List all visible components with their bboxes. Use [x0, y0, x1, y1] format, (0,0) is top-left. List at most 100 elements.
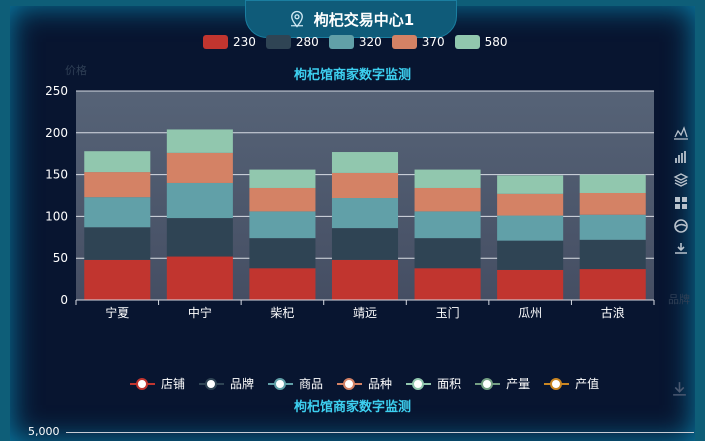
- legend-label: 品种: [368, 377, 393, 391]
- stack-icon[interactable]: [672, 171, 689, 188]
- download-icon[interactable]: [671, 380, 688, 397]
- bar-segment[interactable]: [84, 151, 151, 173]
- x-tick-label: 宁夏: [105, 305, 129, 320]
- legend-item-品种[interactable]: 品种: [337, 375, 392, 392]
- bar-segment[interactable]: [166, 218, 233, 257]
- legend-item-店铺[interactable]: 店铺: [130, 375, 185, 392]
- legend-marker: [199, 377, 225, 391]
- bar-chart-title: 枸杞馆商家数字监测: [293, 68, 411, 83]
- bar-segment[interactable]: [414, 268, 481, 300]
- bar-segment[interactable]: [579, 214, 646, 240]
- bar-segment[interactable]: [166, 182, 233, 219]
- legend-marker: [337, 377, 363, 391]
- y-tick-label: 50: [53, 251, 68, 265]
- restore-icon[interactable]: [672, 217, 689, 234]
- x-tick-label: 古浪: [601, 305, 625, 320]
- legend-swatch: [203, 35, 228, 49]
- legend-item-面积[interactable]: 面积: [406, 375, 461, 392]
- legend-marker: [268, 377, 294, 391]
- bar-segment[interactable]: [84, 197, 151, 228]
- bar-segment[interactable]: [249, 238, 316, 269]
- legend-marker: [544, 377, 570, 391]
- tiled-icon[interactable]: [672, 194, 689, 211]
- legend-swatch: [454, 35, 480, 49]
- legend-label: 580: [484, 35, 508, 49]
- line-chart-icon[interactable]: [672, 125, 689, 142]
- bar-segment[interactable]: [84, 259, 151, 300]
- legend-swatch: [328, 35, 354, 49]
- page-title: 枸杞交易中心1: [313, 10, 415, 29]
- map-pin-icon: [290, 10, 303, 28]
- bar-segment[interactable]: [579, 269, 646, 300]
- legend-label: 产值: [575, 377, 600, 391]
- bar-segment[interactable]: [579, 239, 646, 270]
- bar-segment[interactable]: [497, 269, 564, 300]
- legend-label: 品牌: [230, 377, 255, 391]
- y-tick-label: 0: [60, 293, 68, 307]
- bar-segment[interactable]: [414, 187, 481, 212]
- legend-item-230[interactable]: 230: [203, 35, 256, 49]
- bar-segment[interactable]: [331, 172, 399, 199]
- bar-segment[interactable]: [331, 198, 399, 229]
- x-tick-label: 中宁: [188, 305, 212, 320]
- save-image-icon[interactable]: [672, 240, 689, 257]
- legend-label: 产量: [506, 377, 531, 391]
- y-axis-label: 价格: [65, 64, 87, 77]
- legend-label: 面积: [437, 377, 462, 391]
- legend-item-品牌[interactable]: 品牌: [199, 375, 254, 392]
- legend-item-580[interactable]: 580: [454, 35, 508, 49]
- bar-segment[interactable]: [497, 240, 564, 270]
- legend-item-370[interactable]: 370: [391, 35, 445, 49]
- legend-label: 280: [295, 35, 319, 49]
- x-tick-label: 柴杞: [270, 306, 294, 320]
- bar-segment[interactable]: [331, 228, 399, 260]
- x-tick-label: 瓜州: [518, 306, 542, 320]
- legend-label: 店铺: [161, 377, 186, 391]
- bar-segment[interactable]: [497, 175, 564, 194]
- bar-segment[interactable]: [249, 169, 316, 188]
- chart-toolbox: [672, 125, 689, 257]
- line-chart-y-tick: 5,000: [28, 425, 60, 438]
- line-chart-gridline: [66, 432, 694, 433]
- bar-segment[interactable]: [497, 193, 564, 216]
- legend-marker: [406, 377, 432, 391]
- legend-swatch: [265, 35, 291, 49]
- bar-segment[interactable]: [414, 238, 481, 269]
- bar-segment[interactable]: [579, 192, 646, 215]
- bar-segment[interactable]: [331, 152, 399, 173]
- legend-label: 商品: [299, 377, 324, 391]
- bar-segment[interactable]: [249, 211, 316, 239]
- y-tick-label: 100: [45, 209, 68, 223]
- bar-segment[interactable]: [331, 259, 399, 300]
- bar-segment[interactable]: [84, 227, 151, 260]
- line-legend: 店铺 品牌 商品 品种 面积 产量 产值: [130, 375, 599, 392]
- legend-swatch: [391, 35, 417, 49]
- y-tick-label: 200: [45, 126, 68, 140]
- legend-label: 370: [421, 35, 445, 49]
- bar-segment[interactable]: [579, 174, 646, 193]
- bar-segment[interactable]: [249, 187, 316, 212]
- line-chart-title: 枸杞馆商家数字监测: [293, 400, 411, 415]
- legend-item-产量[interactable]: 产量: [475, 375, 530, 392]
- legend-item-产值[interactable]: 产值: [544, 375, 599, 392]
- x-tick-label: 靖远: [353, 306, 377, 320]
- legend-label: 230: [233, 35, 256, 49]
- legend-item-商品[interactable]: 商品: [268, 375, 323, 392]
- legend-marker: [475, 377, 501, 391]
- bar-segment[interactable]: [497, 215, 564, 241]
- bar-segment[interactable]: [166, 256, 233, 300]
- legend-marker: [130, 377, 155, 391]
- legend-item-280[interactable]: 280: [265, 35, 319, 49]
- x-axis-label: 品牌: [668, 293, 690, 306]
- bar-chart-icon[interactable]: [672, 148, 689, 165]
- bar-segment[interactable]: [84, 172, 151, 198]
- bar-segment[interactable]: [166, 152, 233, 183]
- header-tab: 枸杞交易中心1: [245, 0, 457, 38]
- bar-segment[interactable]: [414, 211, 481, 239]
- bar-segment[interactable]: [249, 268, 316, 300]
- legend-item-320[interactable]: 320: [328, 35, 382, 49]
- y-tick-label: 150: [45, 168, 68, 182]
- bar-segment[interactable]: [166, 129, 233, 153]
- bar-segment[interactable]: [414, 169, 481, 188]
